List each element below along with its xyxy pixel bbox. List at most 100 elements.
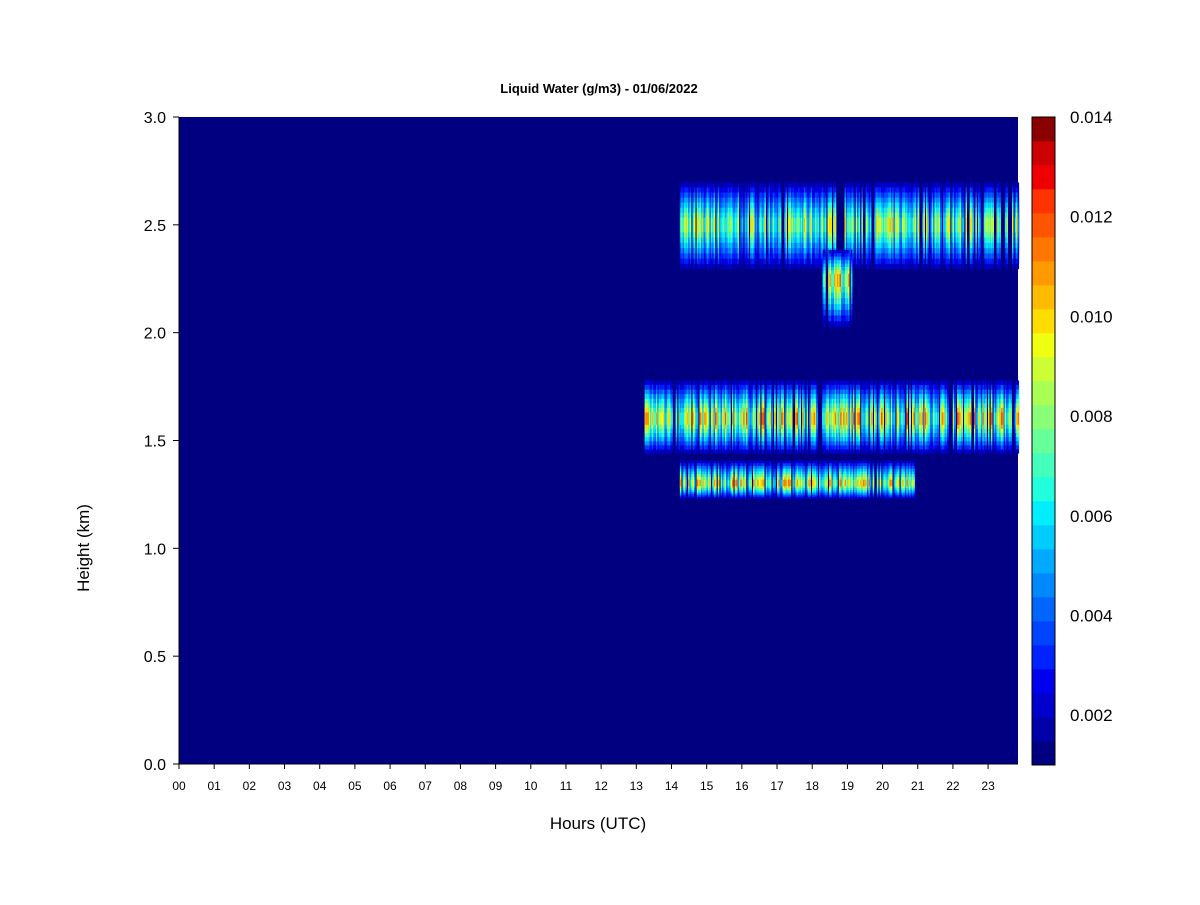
heatmap-cell — [774, 479, 776, 487]
heatmap-cell — [684, 412, 686, 425]
heatmap-cell — [793, 479, 796, 487]
colorbar-swatch — [1032, 357, 1055, 382]
heatmap-cell — [895, 479, 897, 487]
heatmap-cell — [889, 412, 892, 425]
heatmap-cell — [838, 412, 841, 425]
heatmap-cell — [954, 217, 956, 233]
heatmap-cell — [741, 412, 744, 425]
heatmap-cell — [740, 412, 742, 425]
heatmap-cell — [682, 217, 685, 233]
heatmap-cell — [988, 412, 990, 425]
heatmap-cell — [696, 217, 699, 233]
heatmap-cell — [898, 412, 900, 425]
heatmap-cell — [938, 217, 941, 233]
heatmap-cell — [830, 217, 832, 233]
heatmap-cell — [940, 217, 942, 233]
y-axis: 0.00.51.01.52.02.53.0 — [144, 110, 180, 774]
heatmap-cell — [931, 412, 934, 425]
heatmap-cell — [886, 479, 889, 487]
colorbar-swatch — [1032, 285, 1055, 310]
heatmap-cell — [850, 273, 853, 287]
heatmap-cell — [851, 217, 854, 233]
heatmap-cell — [862, 412, 865, 425]
heatmap-cell — [754, 479, 756, 487]
heatmap-cell — [930, 412, 932, 425]
heatmap-cell — [1004, 217, 1007, 233]
heatmap-cell — [964, 412, 966, 425]
heatmap-cell — [751, 217, 754, 233]
heatmap-cell — [982, 412, 984, 425]
heatmap-cell — [807, 217, 810, 233]
y-tick-label: 1.0 — [144, 541, 166, 558]
heatmap-cell — [966, 412, 969, 425]
heatmap-cell — [696, 479, 699, 487]
heatmap-cell — [905, 217, 907, 233]
heatmap-cell — [769, 479, 772, 487]
heatmap-cell — [765, 412, 768, 425]
heatmap-cell — [758, 217, 761, 233]
heatmap-cell — [913, 479, 915, 487]
heatmap-cell — [723, 479, 725, 487]
heatmap-cell — [727, 217, 730, 233]
heatmap-cell — [758, 479, 761, 487]
heatmap-cell — [952, 412, 955, 425]
heatmap-cell — [754, 412, 756, 425]
heatmap-cell — [829, 412, 831, 425]
heatmap-cell — [845, 412, 848, 425]
heatmap-cell — [926, 217, 928, 233]
heatmap-cell — [1016, 412, 1018, 425]
colorbar-tick-label: 0.008 — [1070, 407, 1113, 426]
heatmap-cell — [921, 412, 924, 425]
heatmap-cell — [823, 479, 825, 487]
x-tick-label: 19 — [841, 779, 855, 793]
heatmap-cell — [769, 412, 772, 425]
heatmap-cell — [848, 273, 850, 287]
heatmap-cell — [997, 217, 1000, 233]
heatmap-cell — [843, 479, 845, 487]
heatmap-cell — [927, 217, 929, 233]
heatmap-cell — [837, 412, 839, 425]
heatmap-cell — [951, 217, 953, 233]
heatmap-cell — [917, 217, 920, 233]
plot-area — [179, 117, 1020, 764]
heatmap-cell — [813, 479, 816, 487]
heatmap-cell — [819, 479, 821, 487]
heatmap-cell — [903, 217, 906, 233]
heatmap-cell — [892, 412, 894, 425]
heatmap-cell — [802, 412, 804, 425]
y-tick-label: 2.5 — [144, 218, 166, 235]
heatmap-cell — [826, 412, 828, 425]
heatmap-cell — [733, 217, 735, 233]
heatmap-cell — [739, 479, 741, 487]
heatmap-cell — [868, 217, 870, 233]
heatmap-cell — [913, 217, 915, 233]
heatmap-cell — [716, 412, 718, 425]
heatmap-cell — [848, 217, 851, 233]
x-tick-label: 12 — [594, 779, 608, 793]
heatmap-cell — [858, 217, 861, 233]
heatmap-cell — [945, 217, 948, 233]
heatmap-cell — [978, 217, 980, 233]
heatmap-cell — [986, 217, 989, 233]
heatmap-cell — [778, 217, 780, 233]
colorbar-tick-label: 0.002 — [1070, 706, 1113, 725]
heatmap-cell — [675, 412, 678, 425]
heatmap-cell — [730, 479, 732, 487]
heatmap-cell — [815, 479, 817, 487]
heatmap-cell — [758, 412, 761, 425]
colorbar-tick-label: 0.004 — [1070, 606, 1113, 625]
heatmap-cell — [886, 412, 889, 425]
heatmap-cell — [899, 217, 901, 233]
heatmap-cell — [923, 412, 925, 425]
heatmap-cell — [762, 217, 765, 233]
heatmap-cell — [812, 412, 814, 425]
heatmap-cell — [893, 479, 896, 487]
colorbar-swatch — [1032, 261, 1055, 286]
heatmap-cell — [688, 479, 690, 487]
heatmap-cell — [969, 217, 972, 233]
heatmap-cell — [665, 412, 668, 425]
heatmap-cell — [824, 479, 827, 487]
heatmap-cell — [910, 217, 913, 233]
heatmap-cell — [933, 412, 935, 425]
heatmap-cell — [748, 412, 751, 425]
